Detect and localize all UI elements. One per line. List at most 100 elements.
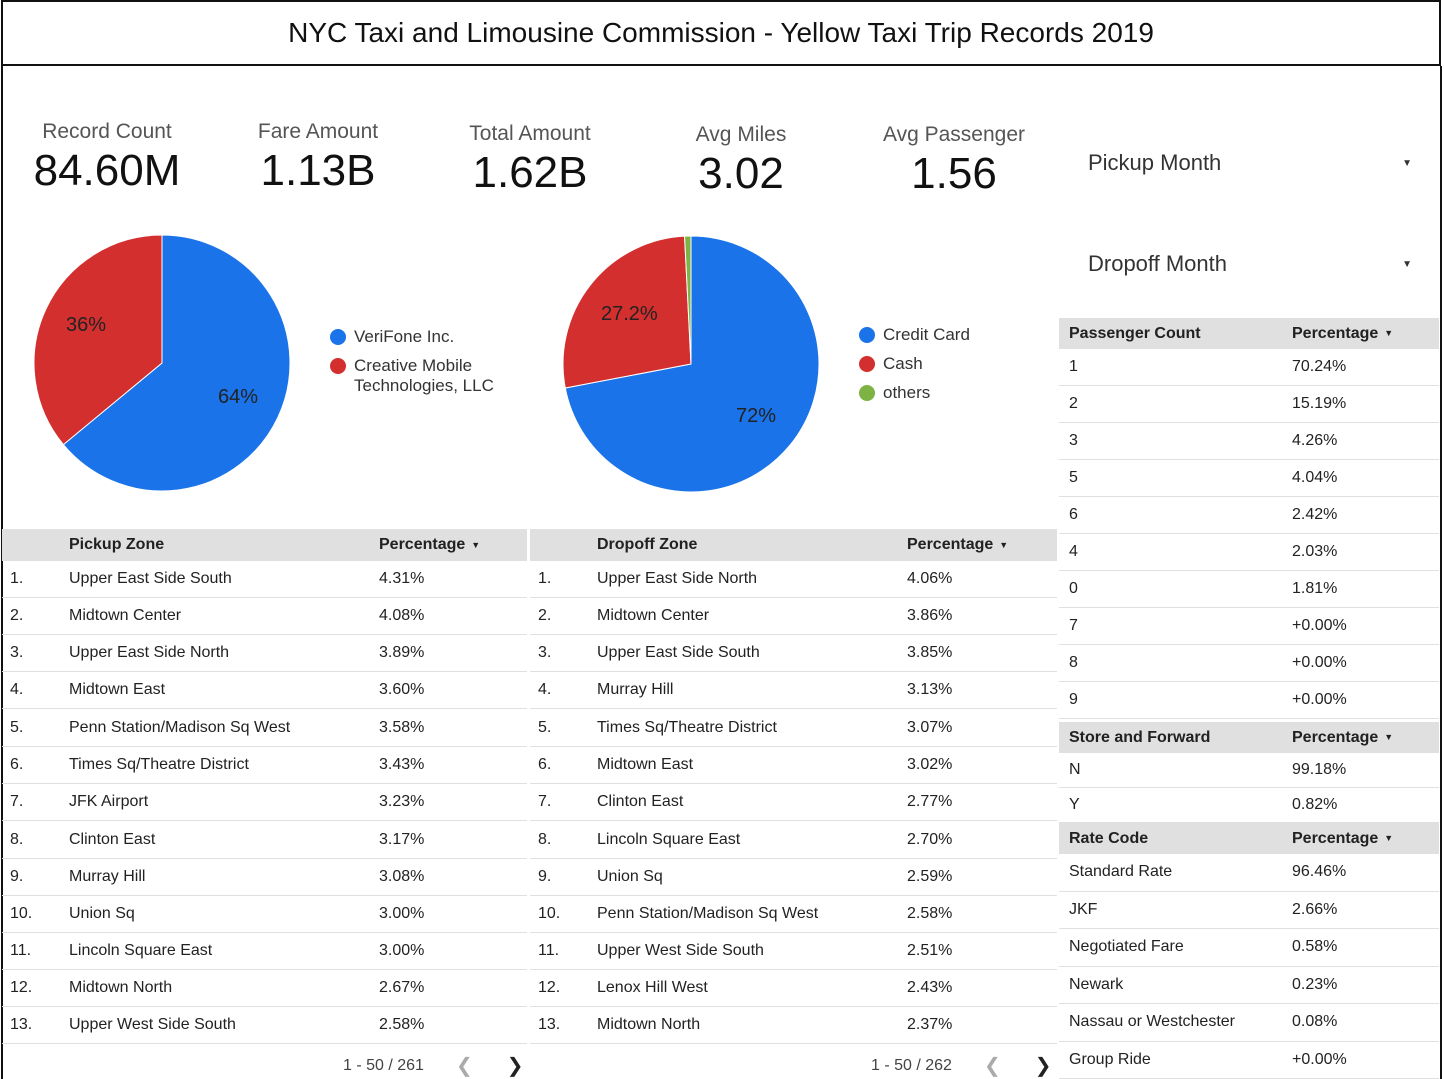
pie-slice-credit-card[interactable]	[564, 235, 820, 493]
table-row[interactable]: 0 1.81%	[1059, 571, 1439, 608]
table-row[interactable]: 12. Midtown North 2.67%	[2, 970, 527, 1007]
table-row[interactable]: 13. Midtown North 2.37%	[530, 1007, 1057, 1044]
chevron-right-icon[interactable]: ❯	[506, 1055, 524, 1077]
table-row[interactable]: 6. Midtown East 3.02%	[530, 747, 1057, 784]
pie-slice-verifone-inc-[interactable]	[62, 234, 291, 492]
row-index: 13.	[10, 1016, 33, 1033]
legend-item[interactable]: VeriFone Inc.	[330, 327, 494, 347]
pickup-zone-table: Pickup Zone Percentage ▼ 1. Upper East Side …	[2, 529, 527, 1044]
table-row[interactable]: 8. Lincoln Square East 2.70%	[530, 821, 1057, 859]
table-row[interactable]: 11. Upper West Side South 2.51%	[530, 933, 1057, 970]
table-row[interactable]: 7. JFK Airport 3.23%	[2, 784, 527, 821]
legend-label: VeriFone Inc.	[354, 327, 455, 346]
table-row[interactable]: 8. Clinton East 3.17%	[2, 821, 527, 859]
percentage-value: 70.24%	[1292, 358, 1347, 375]
row-index: 7.	[538, 793, 552, 810]
column-header-percentage[interactable]: Percentage ▼	[1292, 325, 1393, 343]
chevron-left-icon[interactable]: ❮	[983, 1055, 1001, 1077]
table-row[interactable]: 9. Murray Hill 3.08%	[2, 859, 527, 896]
zone-name: Upper East Side North	[597, 570, 758, 587]
row-index: 3.	[10, 644, 24, 661]
percentage-value: 3.23%	[379, 793, 425, 810]
row-index: 9.	[538, 868, 552, 885]
column-header-percentage[interactable]: Percentage ▼	[1292, 830, 1393, 848]
legend-item[interactable]: Cash	[859, 354, 970, 374]
pie-slice-creative-mobile-technologies-llc[interactable]	[33, 234, 163, 446]
zone-name: Midtown North	[69, 979, 173, 996]
table-row[interactable]: 5 4.04%	[1059, 460, 1439, 497]
table-row[interactable]: Newark 0.23%	[1059, 967, 1439, 1004]
percentage-value: 0.08%	[1292, 1013, 1338, 1031]
column-header-percentage[interactable]: Percentage ▼	[379, 536, 480, 554]
table-row[interactable]: 6 2.42%	[1059, 497, 1439, 534]
percentage-value: 1.81%	[1292, 580, 1338, 597]
table-row[interactable]: 3 4.26%	[1059, 423, 1439, 460]
table-row[interactable]: 4. Midtown East 3.60%	[2, 672, 527, 709]
table-row[interactable]: 11. Lincoln Square East 3.00%	[2, 933, 527, 970]
dropoff-month-filter[interactable]: Dropoff Month ▼	[1088, 244, 1418, 284]
category-value: 5	[1069, 469, 1078, 486]
table-row[interactable]: 10. Union Sq 3.00%	[2, 896, 527, 933]
table-row[interactable]: JKF 2.66%	[1059, 892, 1439, 929]
column-header-category: Passenger Count	[1069, 324, 1201, 342]
legend-item[interactable]: others	[859, 383, 970, 403]
table-row[interactable]: Y 0.82%	[1059, 788, 1439, 823]
passenger-count-table: Passenger Count Percentage ▼ 1 70.24% 2 15.19%…	[1059, 318, 1439, 719]
percentage-value: 3.17%	[379, 830, 425, 848]
zone-name: Midtown East	[69, 681, 166, 698]
table-row[interactable]: 6. Times Sq/Theatre District 3.43%	[2, 747, 527, 784]
table-row[interactable]: 2. Midtown Center 3.86%	[530, 598, 1057, 635]
column-header-percentage[interactable]: Percentage ▼	[907, 536, 1008, 554]
table-row[interactable]: 3. Upper East Side North 3.89%	[2, 635, 527, 672]
table-header: Store and Forward Percentage ▼	[1059, 722, 1439, 753]
pie-slice-others[interactable]	[684, 235, 692, 365]
table-row[interactable]: 2. Midtown Center 4.08%	[2, 598, 527, 635]
table-row[interactable]: Negotiated Fare 0.58%	[1059, 929, 1439, 967]
kpi-avg-passenger: Avg Passenger 1.56	[864, 123, 1044, 199]
legend-item[interactable]: Creative Mobile Technologies, LLC	[330, 356, 494, 396]
table-row[interactable]: 9. Union Sq 2.59%	[530, 859, 1057, 896]
table-row[interactable]: Nassau or Westchester 0.08%	[1059, 1004, 1439, 1042]
chevron-down-icon: ▼	[1402, 157, 1412, 169]
pie-slice-cash[interactable]	[562, 235, 692, 389]
pickup-month-filter[interactable]: Pickup Month ▼	[1088, 143, 1418, 183]
table-row[interactable]: 9 +0.00%	[1059, 682, 1439, 719]
legend-item[interactable]: Credit Card	[859, 325, 970, 345]
kpi-value: 84.60M	[33, 146, 181, 195]
column-header-percentage[interactable]: Percentage ▼	[1292, 729, 1393, 747]
table-row[interactable]: 4. Murray Hill 3.13%	[530, 672, 1057, 709]
table-row[interactable]: 7. Clinton East 2.77%	[530, 784, 1057, 821]
dropoff-zone-table: Dropoff Zone Percentage ▼ 1. Upper East Side…	[530, 529, 1057, 1044]
percentage-value: 3.13%	[907, 681, 953, 698]
table-row[interactable]: 5. Times Sq/Theatre District 3.07%	[530, 709, 1057, 747]
table-row[interactable]: 7 +0.00%	[1059, 608, 1439, 645]
percentage-value: 4.04%	[1292, 469, 1338, 486]
table-row[interactable]: Standard Rate 96.46%	[1059, 854, 1439, 892]
chevron-left-icon[interactable]: ❮	[455, 1055, 473, 1077]
table-row[interactable]: 4 2.03%	[1059, 534, 1439, 571]
table-row[interactable]: 12. Lenox Hill West 2.43%	[530, 970, 1057, 1007]
zone-name: Midtown Center	[597, 607, 710, 624]
table-row[interactable]: 2 15.19%	[1059, 386, 1439, 423]
table-row[interactable]: 5. Penn Station/Madison Sq West 3.58%	[2, 709, 527, 747]
table-row[interactable]: 1. Upper East Side North 4.06%	[530, 561, 1057, 598]
table-row[interactable]: 13. Upper West Side South 2.58%	[2, 1007, 527, 1044]
table-row[interactable]: 3. Upper East Side South 3.85%	[530, 635, 1057, 672]
row-index: 13.	[538, 1016, 561, 1033]
chevron-right-icon[interactable]: ❯	[1034, 1055, 1052, 1077]
table-row[interactable]: 10. Penn Station/Madison Sq West 2.58%	[530, 896, 1057, 933]
percentage-value: 2.37%	[907, 1016, 953, 1033]
table-row[interactable]: N 99.18%	[1059, 753, 1439, 788]
sort-desc-icon: ▼	[999, 539, 1009, 550]
table-row[interactable]: 1 70.24%	[1059, 349, 1439, 386]
percentage-value: 3.00%	[379, 942, 425, 959]
percentage-value: 2.03%	[1292, 543, 1338, 560]
table-row[interactable]: Group Ride +0.00%	[1059, 1042, 1439, 1079]
legend-dot	[859, 385, 875, 401]
table-row[interactable]: 8 +0.00%	[1059, 645, 1439, 682]
zone-name: Union Sq	[69, 905, 135, 922]
category-value: 3	[1069, 432, 1078, 449]
percentage-value: 4.31%	[379, 570, 425, 587]
table-row[interactable]: 1. Upper East Side South 4.31%	[2, 561, 527, 598]
percentage-value: 2.42%	[1292, 506, 1338, 523]
